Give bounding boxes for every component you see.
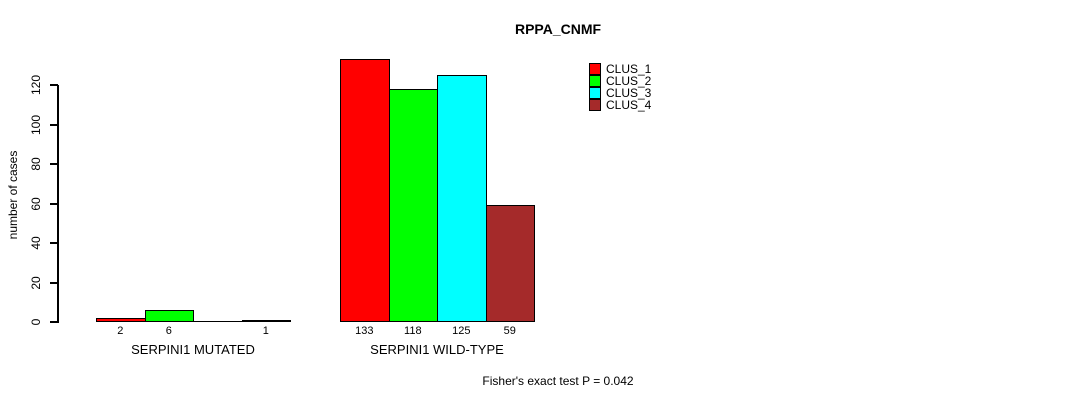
bar-value-label: 133 [355,325,374,337]
legend-swatch-clus_4 [589,99,601,111]
bar-value-label: 1 [262,325,269,337]
y-axis-tick [50,163,58,165]
legend-swatch-clus_3 [589,87,601,99]
legend-swatch-clus_2 [589,75,601,87]
bar-clus_2 [388,89,438,322]
bar-clus_2 [144,310,194,322]
y-axis-tick-label: 80 [29,157,43,171]
bar-clus_3 [437,75,487,322]
y-axis-tick [50,84,58,86]
legend-row-clus_4: CLUS_4 [589,99,651,111]
category-label-1: SERPINI1 WILD-TYPE [370,342,504,357]
bar-clus_3 [193,321,243,322]
bar-value-label: 59 [503,325,516,337]
bar-value-label: 125 [452,325,471,337]
legend-swatch-clus_1 [589,63,601,75]
legend-row-clus_3: CLUS_3 [589,87,651,99]
y-axis-tick-label: 0 [29,318,43,326]
legend-label: CLUS_3 [606,86,652,100]
legend-label: CLUS_4 [606,98,652,112]
chart-title: RPPA_CNMF [514,21,602,37]
fisher-test-annotation: Fisher's exact test P = 0.042 [482,374,634,388]
y-axis-tick [50,242,58,244]
bar-clus_4 [241,320,291,322]
bar-value-label: 118 [404,325,422,337]
chart-legend: CLUS_1 CLUS_2 CLUS_3 CLUS_4 [589,63,651,111]
y-axis-line [57,85,59,323]
bar-value-label: 2 [117,325,124,337]
category-label-0: SERPINI1 MUTATED [131,342,255,357]
y-axis-tick [50,321,58,323]
y-axis-tick [50,124,58,126]
y-axis-tick-label: 120 [29,74,43,96]
y-axis-tick [50,282,58,284]
legend-label: CLUS_2 [606,74,652,88]
y-axis-tick [50,203,58,205]
y-axis-tick-label: 20 [29,276,43,290]
y-axis-label: number of cases [6,150,20,240]
bar-clus_4 [485,205,535,322]
y-axis-tick-label: 100 [29,114,43,136]
legend-row-clus_1: CLUS_1 [589,63,651,75]
y-axis-tick-label: 40 [29,236,43,250]
legend-label: CLUS_1 [606,62,652,76]
bar-clus_1 [340,59,390,322]
y-axis-tick-label: 60 [29,197,43,211]
legend-row-clus_2: CLUS_2 [589,75,651,87]
bar-clus_1 [96,318,146,322]
bar-value-label: 6 [165,325,172,337]
